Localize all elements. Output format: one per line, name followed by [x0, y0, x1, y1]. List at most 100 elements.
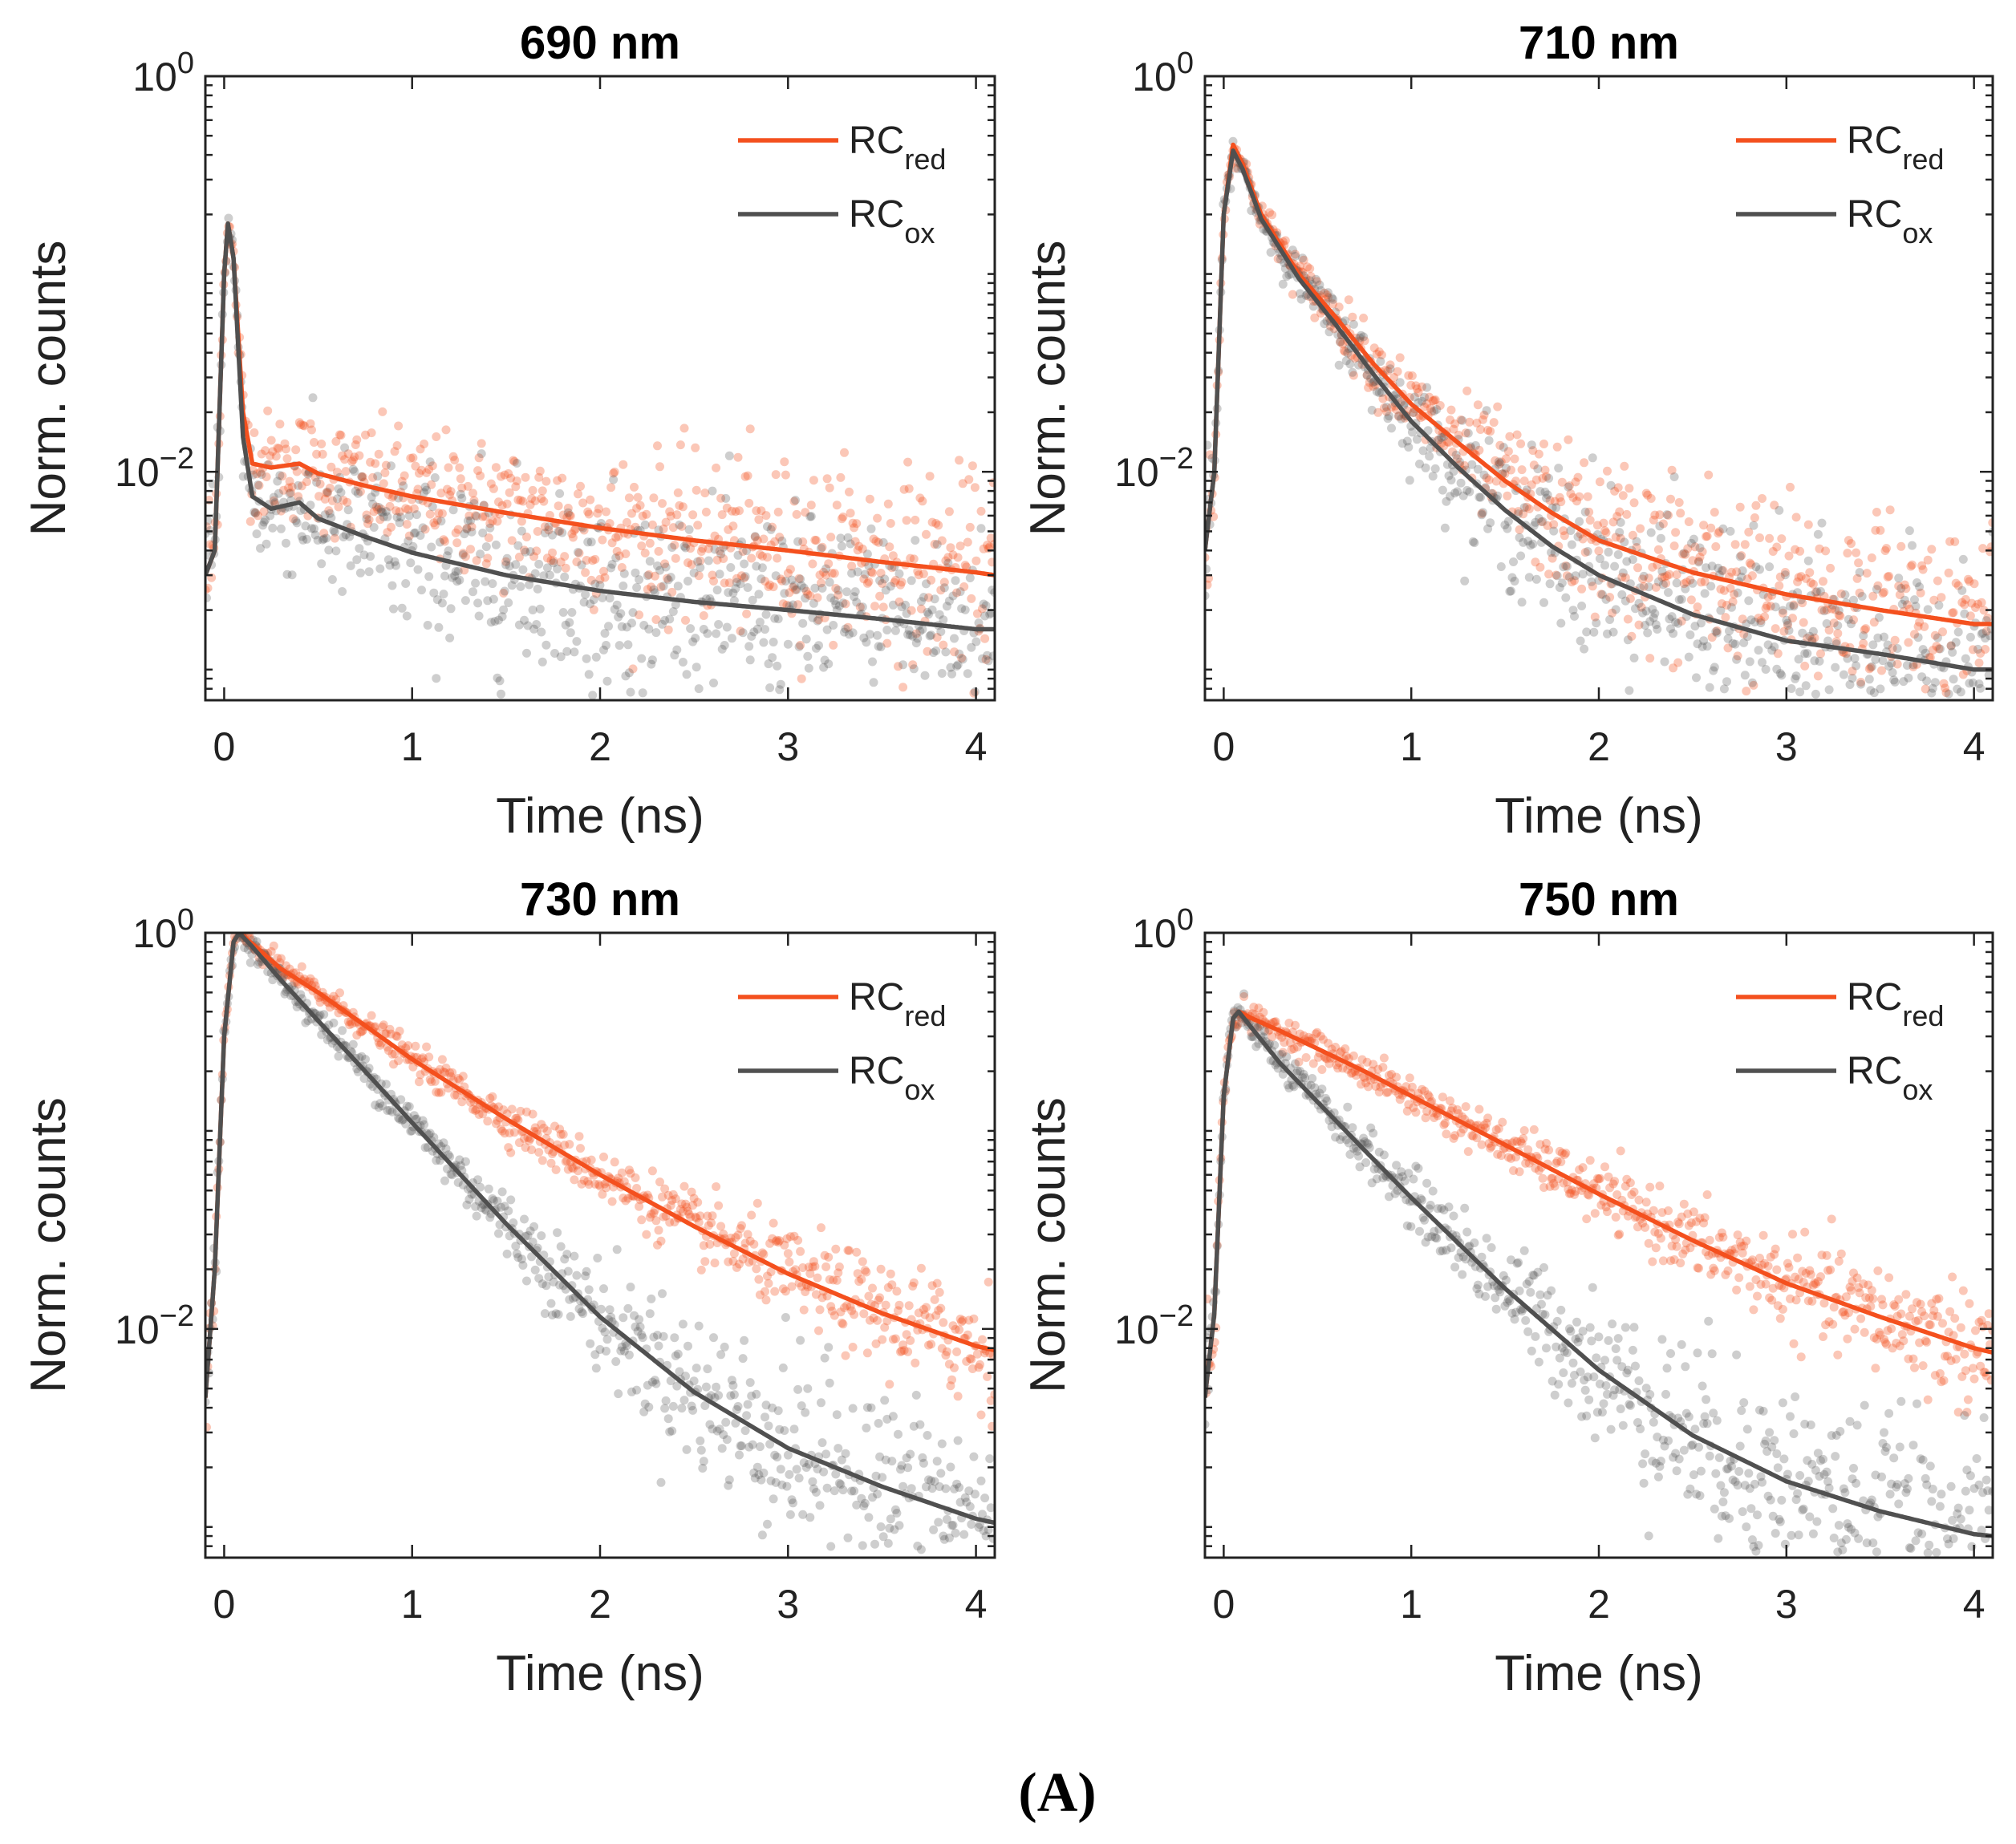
scatter-point [745, 1378, 755, 1388]
scatter-point [1432, 405, 1442, 414]
scatter-point [1589, 627, 1599, 637]
scatter-point [1735, 552, 1745, 561]
scatter-point [1911, 1316, 1921, 1326]
scatter-point [378, 407, 387, 416]
scatter-point [1310, 1083, 1320, 1092]
scatter-point [1928, 646, 1937, 655]
x-tick-label: 2 [589, 1582, 611, 1627]
scatter-point [1552, 570, 1561, 580]
scatter-point [1910, 595, 1919, 605]
scatter-point [472, 556, 481, 565]
scatter-point [1910, 630, 1919, 639]
scatter-point [1641, 488, 1651, 498]
scatter-point [1415, 460, 1424, 468]
scatter-point [645, 538, 655, 548]
scatter-point [1324, 1059, 1334, 1068]
scatter-point [647, 582, 656, 592]
scatter-point [1296, 1067, 1304, 1076]
scatter-point [640, 1399, 650, 1408]
scatter-point [317, 440, 327, 448]
scatter-point [1397, 439, 1407, 448]
scatter-point [1749, 1305, 1758, 1315]
scatter-point [864, 561, 874, 571]
scatter-point [306, 974, 315, 983]
scatter-point [1537, 517, 1546, 526]
scatter-point [1344, 1138, 1353, 1148]
scatter-point [748, 595, 757, 605]
x-tick-label: 0 [1212, 724, 1235, 769]
scatter-point [525, 1226, 535, 1236]
scatter-point [902, 1453, 911, 1463]
scatter-point [348, 464, 358, 474]
scatter-point [866, 524, 876, 533]
scatter-point [1533, 464, 1543, 474]
scatter-point [1438, 1246, 1447, 1255]
scatter-point [341, 530, 351, 540]
scatter-point [1699, 636, 1709, 646]
scatter-point [1500, 1301, 1510, 1311]
scatter-point [1812, 587, 1822, 597]
scatter-point [505, 1129, 514, 1138]
scatter-point [822, 474, 832, 484]
scatter-point [1288, 1080, 1297, 1090]
scatter-point [1956, 687, 1965, 697]
scatter-point [412, 1114, 421, 1124]
scatter-point [953, 1436, 963, 1445]
scatter-point [1512, 430, 1522, 440]
scatter-point [878, 1335, 887, 1344]
scatter-point [1751, 562, 1761, 572]
scatter-point [383, 1106, 392, 1115]
scatter-point [367, 1011, 376, 1020]
scatter-point [1979, 1368, 1989, 1377]
scatter-point [539, 571, 549, 581]
scatter-point [612, 600, 622, 610]
scatter-point [644, 1402, 654, 1412]
scatter-point [1856, 679, 1866, 689]
scatter-point [1817, 606, 1827, 615]
scatter-point [660, 1404, 670, 1413]
scatter-point [942, 1347, 951, 1356]
scatter-point [1557, 578, 1567, 588]
scatter-point [852, 1500, 862, 1510]
scatter-point [946, 543, 955, 553]
scatter-point [1900, 580, 1909, 590]
scatter-point [705, 1420, 715, 1429]
scatter-point [445, 633, 455, 642]
scatter-point [1596, 590, 1606, 599]
scatter-point [1460, 461, 1470, 470]
scatter-point [1655, 1181, 1665, 1191]
scatter-point [1412, 435, 1422, 444]
scatter-point [665, 1427, 675, 1437]
scatter-point [1528, 539, 1538, 549]
scatter-point [245, 517, 255, 526]
scatter-point [903, 457, 913, 467]
scatter-point [765, 580, 775, 590]
scatter-point [1615, 528, 1625, 537]
scatter-point [560, 1254, 570, 1264]
scatter-point [294, 418, 304, 428]
scatter-point [1767, 1295, 1777, 1305]
scatter-point [1557, 477, 1567, 487]
scatter-point [1334, 360, 1344, 370]
scatter-point [1789, 1339, 1799, 1348]
scatter-point [1564, 573, 1574, 582]
scatter-point [874, 642, 883, 651]
scatter-point [1271, 1017, 1280, 1027]
scatter-point [830, 569, 839, 578]
scatter-point [1322, 1096, 1332, 1106]
scatter-point [1423, 1232, 1433, 1242]
scatter-point [1543, 521, 1552, 530]
scatter-point [395, 1027, 404, 1035]
scatter-point [458, 1072, 468, 1081]
scatter-point [1923, 605, 1933, 614]
scatter-point [627, 618, 636, 628]
scatter-point [696, 556, 705, 565]
scatter-point [401, 1044, 411, 1053]
scatter-point [1352, 1071, 1361, 1080]
scatter-point [400, 471, 409, 480]
scatter-point [320, 510, 330, 520]
scatter-point [462, 524, 472, 533]
scatter-point [1847, 619, 1856, 629]
scatter-point [670, 1333, 679, 1343]
scatter-point [509, 1218, 518, 1227]
